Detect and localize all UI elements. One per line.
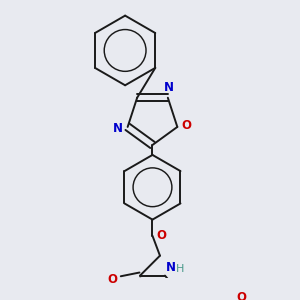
Text: O: O bbox=[156, 229, 166, 242]
Text: N: N bbox=[113, 122, 123, 135]
Text: N: N bbox=[164, 81, 174, 94]
Text: H: H bbox=[176, 264, 184, 274]
Text: O: O bbox=[182, 119, 192, 132]
Text: N: N bbox=[166, 261, 176, 274]
Text: O: O bbox=[108, 273, 118, 286]
Text: O: O bbox=[237, 291, 247, 300]
